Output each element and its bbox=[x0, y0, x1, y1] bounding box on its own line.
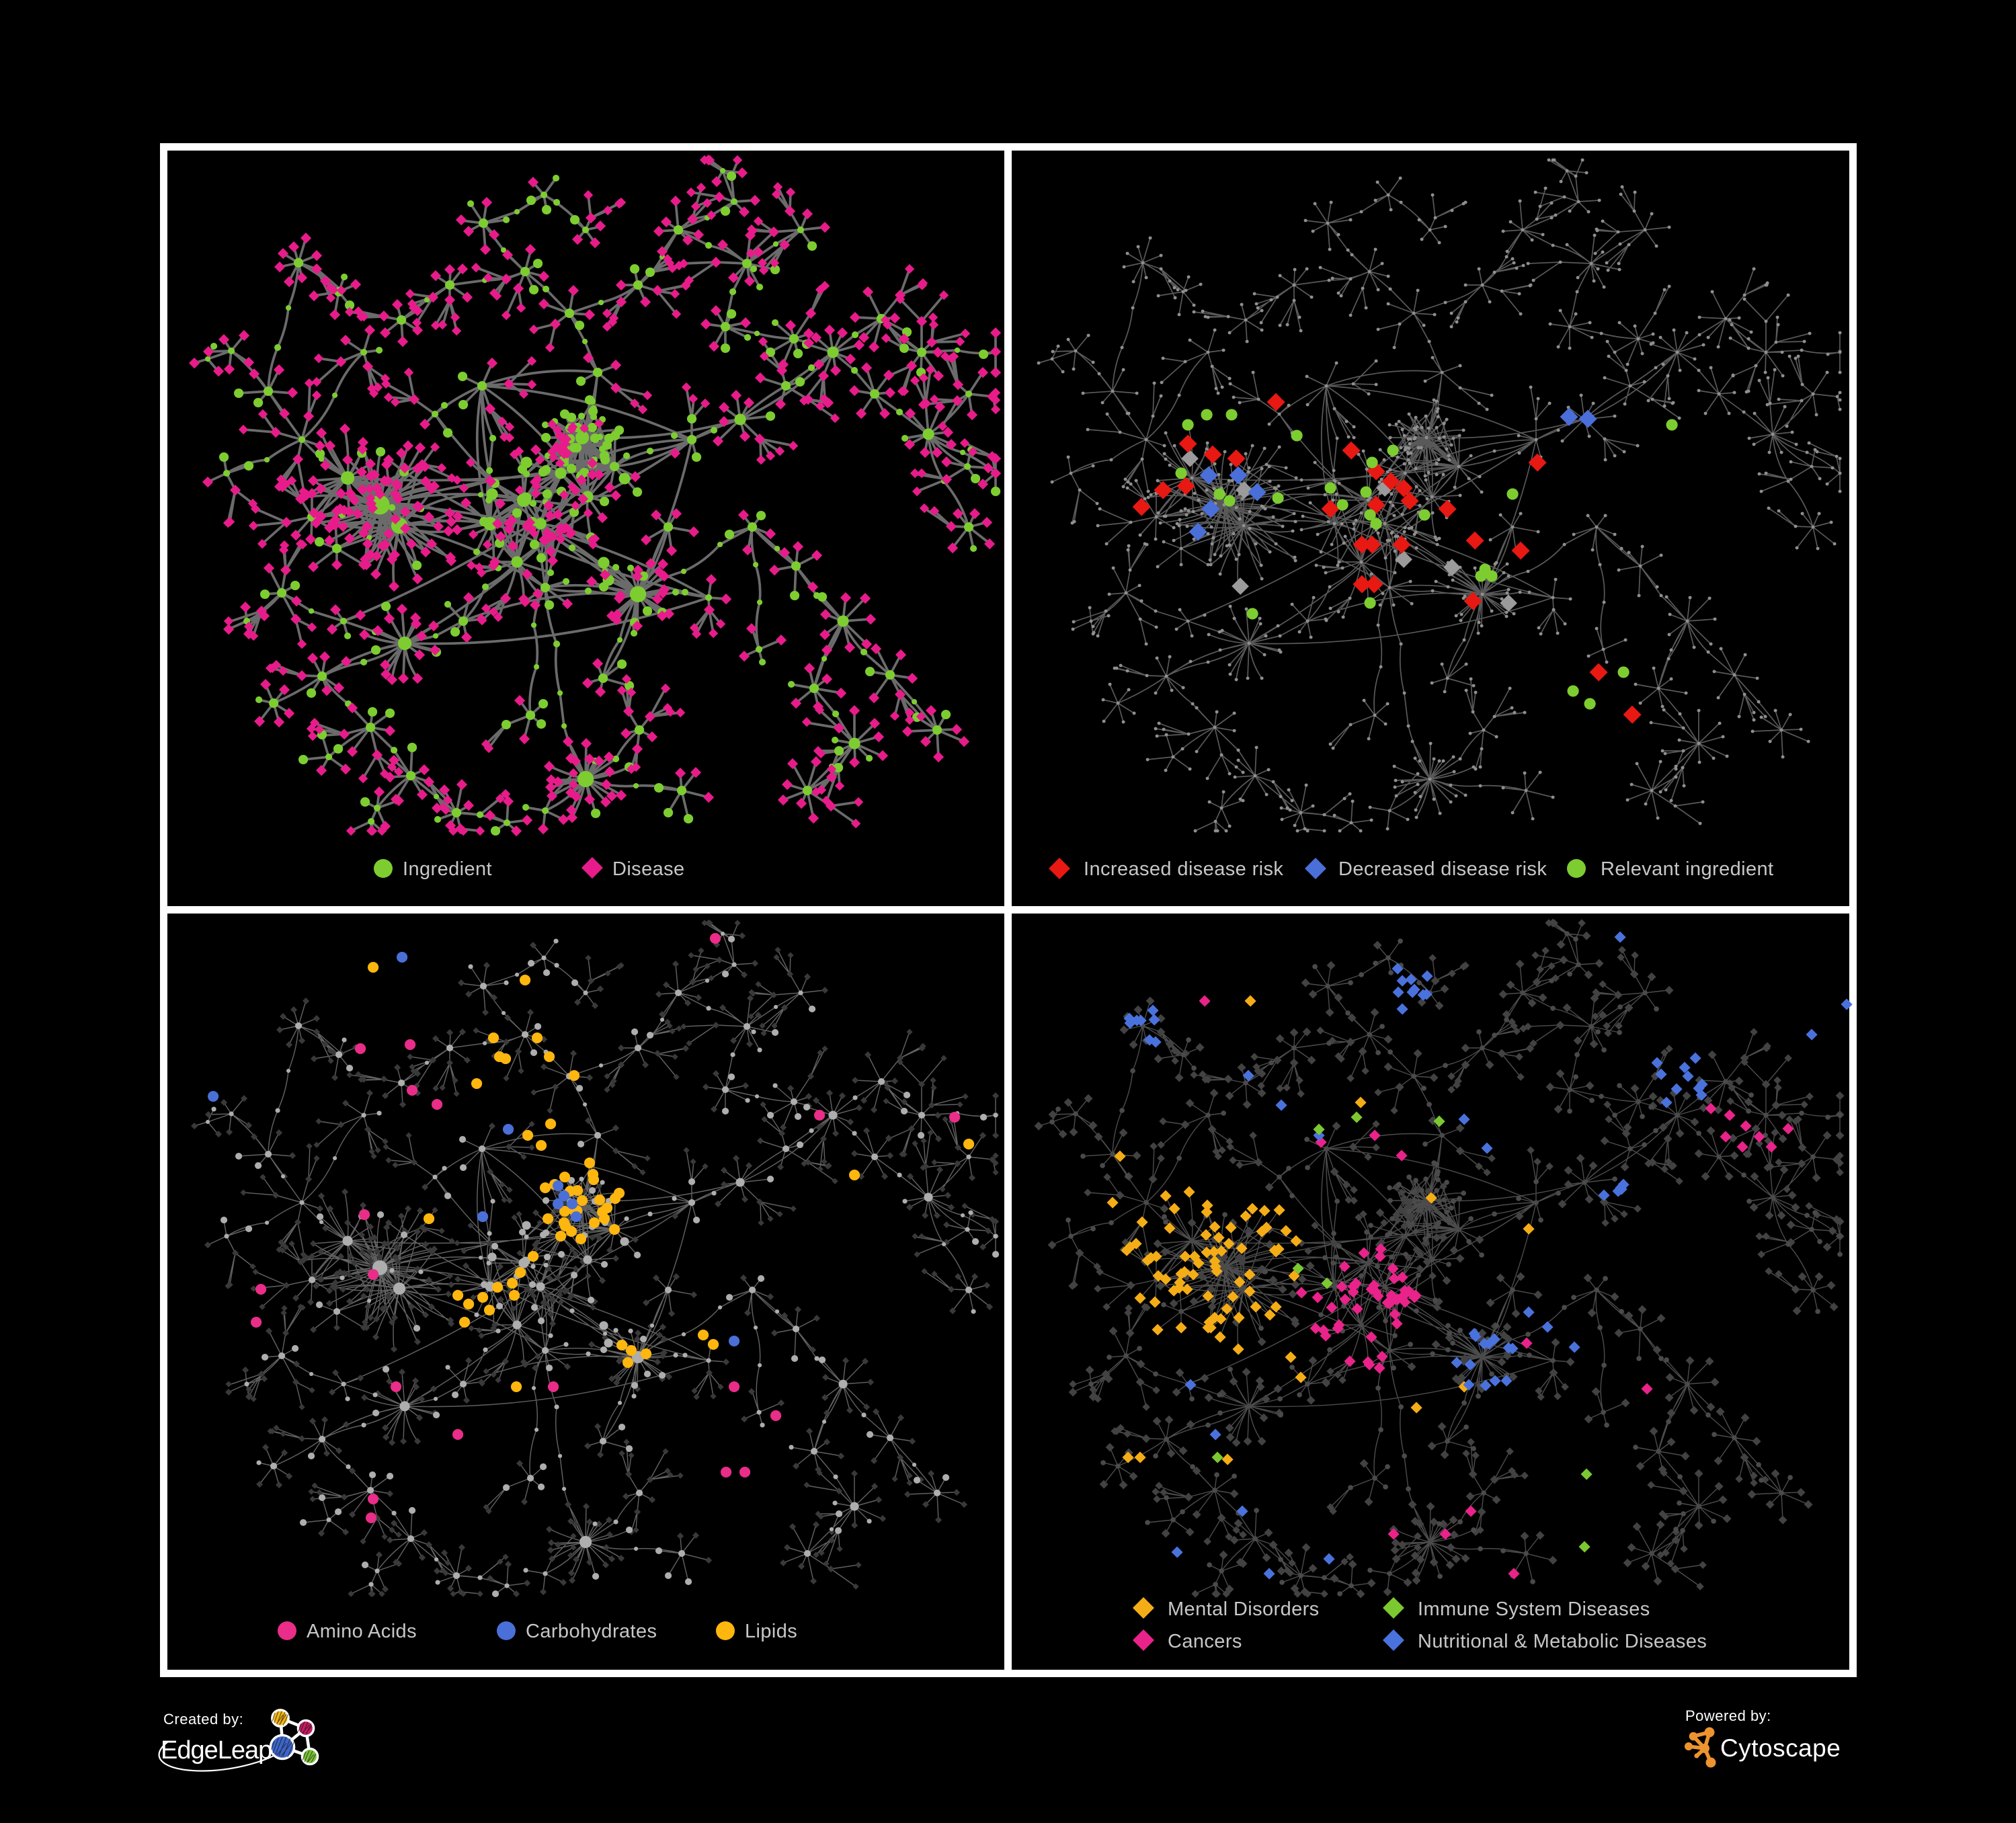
svg-text:Created by:: Created by: bbox=[163, 1711, 243, 1728]
svg-text:Powered by:: Powered by: bbox=[1685, 1707, 1771, 1724]
svg-text:Decreased disease risk: Decreased disease risk bbox=[1338, 858, 1547, 880]
svg-text:Ingredient: Ingredient bbox=[403, 858, 492, 880]
svg-text:Lipids: Lipids bbox=[745, 1621, 797, 1642]
svg-text:Cytoscape: Cytoscape bbox=[1720, 1734, 1841, 1762]
svg-text:Immune System Diseases: Immune System Diseases bbox=[1418, 1598, 1650, 1620]
svg-text:Mental Disorders: Mental Disorders bbox=[1168, 1598, 1320, 1620]
svg-text:EdgeLeap: EdgeLeap bbox=[161, 1736, 272, 1765]
svg-text:Amino Acids: Amino Acids bbox=[307, 1621, 417, 1642]
svg-text:Nutritional & Metabolic Diseas: Nutritional & Metabolic Diseases bbox=[1418, 1631, 1707, 1652]
svg-text:Cancers: Cancers bbox=[1168, 1631, 1242, 1652]
svg-text:Relevant ingredient: Relevant ingredient bbox=[1601, 858, 1773, 880]
svg-text:Carbohydrates: Carbohydrates bbox=[526, 1621, 657, 1642]
svg-text:Increased disease risk: Increased disease risk bbox=[1084, 858, 1283, 880]
svg-text:Disease: Disease bbox=[612, 858, 685, 880]
